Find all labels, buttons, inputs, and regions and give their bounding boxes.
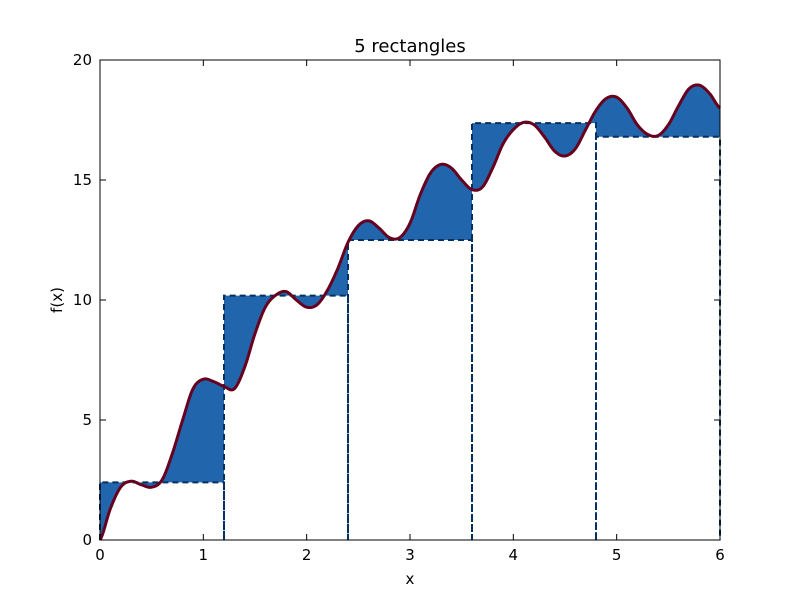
rectangle-3	[347, 239, 473, 540]
area-fill-1	[100, 378, 224, 540]
fill-layer	[100, 84, 720, 540]
x-tick-label: 0	[95, 546, 105, 564]
chart-title: 5 rectangles	[354, 36, 466, 57]
x-tick-label: 4	[509, 546, 519, 564]
curve-layer	[98, 83, 721, 541]
y-tick-label: 10	[73, 291, 92, 309]
rectangle-4	[471, 122, 597, 540]
area-fill-5	[596, 84, 720, 137]
x-tick-label: 2	[302, 546, 312, 564]
rectangle-1	[99, 481, 225, 540]
area-fill-3	[348, 164, 472, 243]
y-axis-label: f(x)	[48, 287, 66, 313]
function-curve	[98, 83, 721, 541]
x-tick-label: 1	[199, 546, 209, 564]
rectangle-5	[595, 135, 721, 540]
x-tick-label: 3	[405, 546, 415, 564]
y-tick-label: 0	[82, 531, 92, 549]
x-axis-label: x	[406, 570, 415, 588]
area-fill-4	[472, 110, 596, 191]
tick-layer: 0 1 2 3 4 5 6 0 5 10 15 20	[73, 51, 725, 564]
x-tick-label: 5	[612, 546, 622, 564]
x-tick-label: 6	[715, 546, 725, 564]
y-tick-label: 5	[82, 411, 92, 429]
y-tick-label: 15	[73, 171, 92, 189]
y-tick-label: 20	[73, 51, 92, 69]
area-fill-2	[224, 242, 348, 390]
